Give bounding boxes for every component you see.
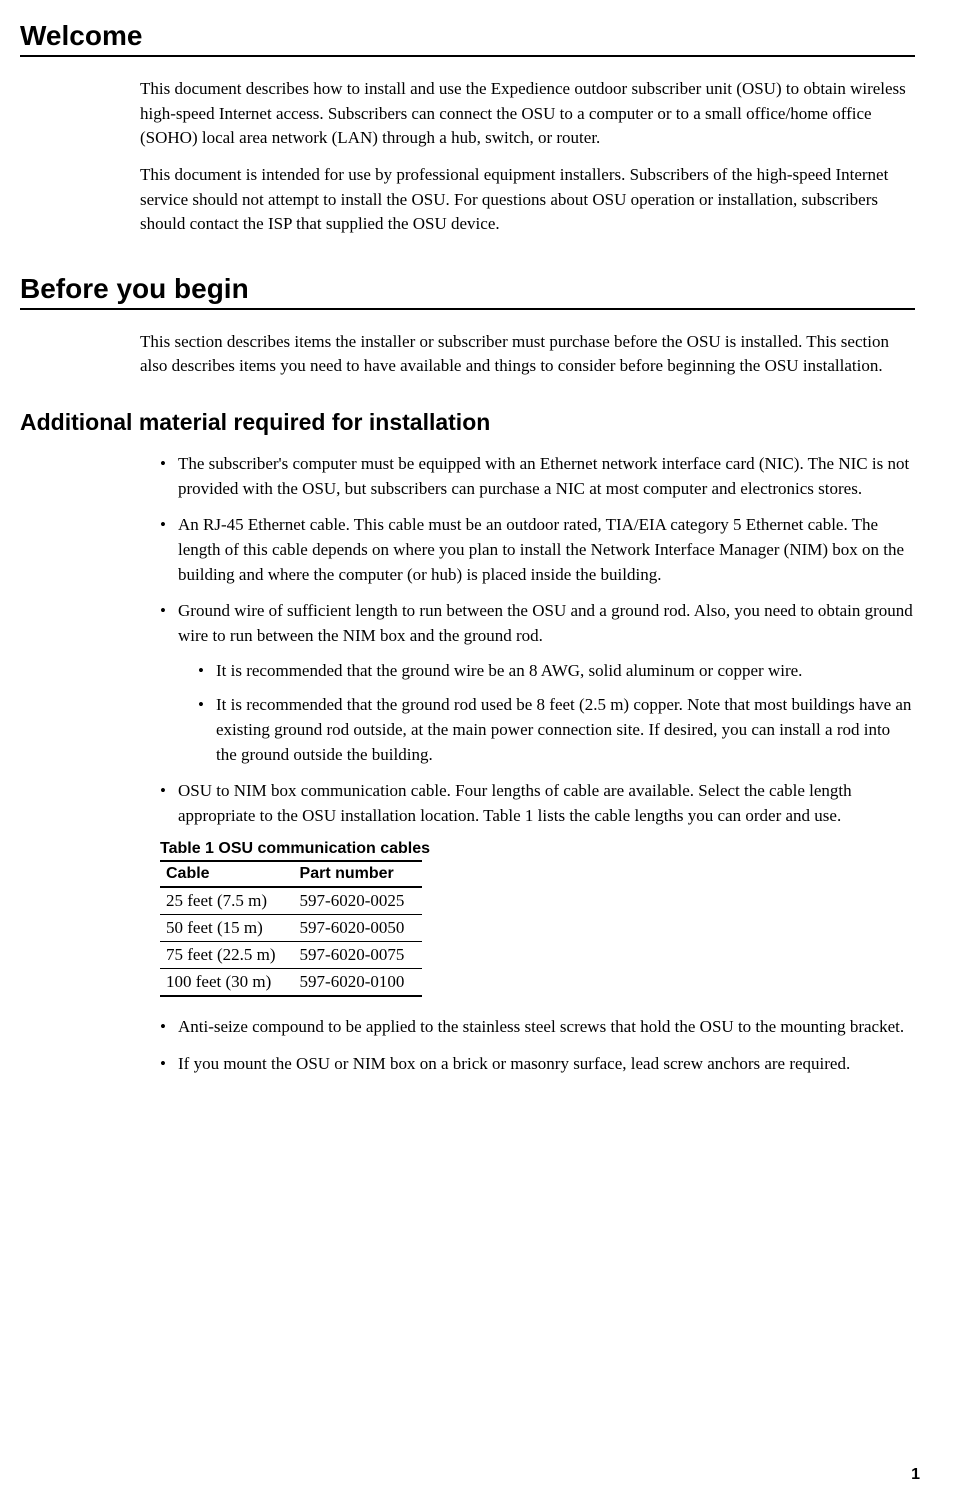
- list-item: Anti-seize compound to be applied to the…: [160, 1015, 915, 1040]
- list-item: The subscriber's computer must be equipp…: [160, 452, 915, 501]
- sub-list-item: It is recommended that the ground rod us…: [198, 693, 915, 767]
- sub-list-item: It is recommended that the ground wire b…: [198, 659, 915, 684]
- table-cell: 597-6020-0100: [294, 969, 423, 997]
- table-cell: 25 feet (7.5 m): [160, 887, 294, 915]
- cables-table: Cable Part number 25 feet (7.5 m) 597-60…: [160, 860, 422, 997]
- table-cell: 100 feet (30 m): [160, 969, 294, 997]
- table-header-cable: Cable: [160, 861, 294, 887]
- list-item-text: Ground wire of sufficient length to run …: [178, 601, 913, 645]
- table-caption: Table 1 OSU communication cables: [160, 840, 915, 858]
- table-cell: 50 feet (15 m): [160, 915, 294, 942]
- materials-list: The subscriber's computer must be equipp…: [160, 452, 915, 828]
- list-item: An RJ-45 Ethernet cable. This cable must…: [160, 513, 915, 587]
- divider: [20, 55, 915, 57]
- before-para-1: This section describes items the install…: [140, 330, 915, 379]
- page-number: 1: [911, 1466, 920, 1484]
- heading-before-you-begin: Before you begin: [20, 273, 915, 305]
- heading-additional-material: Additional material required for install…: [20, 409, 915, 436]
- table-row: 50 feet (15 m) 597-6020-0050: [160, 915, 422, 942]
- materials-list-continued: Anti-seize compound to be applied to the…: [160, 1015, 915, 1076]
- list-item: If you mount the OSU or NIM box on a bri…: [160, 1052, 915, 1077]
- table-row: 75 feet (22.5 m) 597-6020-0075: [160, 942, 422, 969]
- table-row: 25 feet (7.5 m) 597-6020-0025: [160, 887, 422, 915]
- list-item: OSU to NIM box communication cable. Four…: [160, 779, 915, 828]
- table-header-row: Cable Part number: [160, 861, 422, 887]
- table-cell: 597-6020-0025: [294, 887, 423, 915]
- heading-welcome: Welcome: [20, 20, 915, 52]
- divider: [20, 308, 915, 310]
- table-header-part: Part number: [294, 861, 423, 887]
- list-item: Ground wire of sufficient length to run …: [160, 599, 915, 767]
- table-row: 100 feet (30 m) 597-6020-0100: [160, 969, 422, 997]
- table-cell: 597-6020-0050: [294, 915, 423, 942]
- sub-list: It is recommended that the ground wire b…: [198, 659, 915, 768]
- table-cell: 597-6020-0075: [294, 942, 423, 969]
- table-cell: 75 feet (22.5 m): [160, 942, 294, 969]
- welcome-para-2: This document is intended for use by pro…: [140, 163, 915, 237]
- welcome-para-1: This document describes how to install a…: [140, 77, 915, 151]
